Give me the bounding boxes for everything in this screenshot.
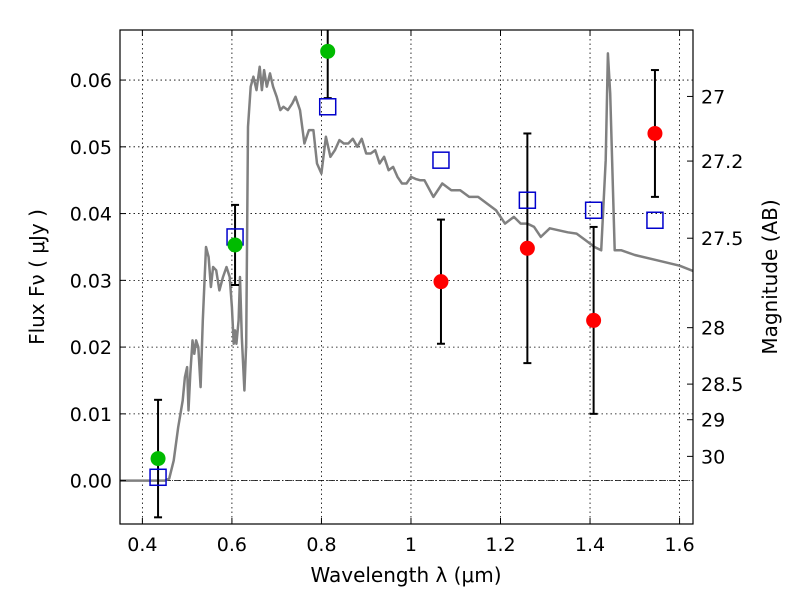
model-band-flux-marker bbox=[432, 151, 450, 169]
model-band-flux-marker bbox=[149, 468, 167, 487]
y-tick-label: 0.03 bbox=[70, 270, 112, 292]
x-tick-label: 1.4 bbox=[575, 534, 605, 556]
plot-area bbox=[120, 30, 693, 519]
magnitude-tick-label: 27.2 bbox=[701, 151, 743, 173]
detection-point bbox=[647, 125, 663, 141]
y-tick-label: 0.05 bbox=[70, 137, 112, 159]
magnitude-tick-label: 29 bbox=[701, 410, 725, 432]
y-tick-label: 0.01 bbox=[70, 404, 112, 426]
magnitude-tick-label: 28 bbox=[701, 318, 725, 340]
x-tick-label: 0.6 bbox=[217, 534, 247, 556]
x-tick-label: 1.2 bbox=[485, 534, 515, 556]
model-band-flux-marker bbox=[584, 201, 603, 219]
magnitude-tick-label: 27.5 bbox=[701, 228, 743, 250]
x-tick-label: 0.4 bbox=[127, 534, 157, 556]
upper-limit-point bbox=[150, 451, 166, 467]
x-tick-label: 1.6 bbox=[664, 534, 694, 556]
upper-limit-point bbox=[320, 43, 336, 59]
x-axis-title: Wavelength λ (μm) bbox=[310, 563, 501, 587]
x-tick-label: 1 bbox=[405, 534, 417, 556]
y-tick-label: 0.04 bbox=[70, 204, 112, 226]
magnitude-tick-label: 27 bbox=[701, 86, 725, 108]
y-axis-title: Flux Fν ( μJy ) bbox=[25, 209, 49, 345]
detection-point bbox=[586, 312, 602, 328]
model-band-flux-marker bbox=[518, 191, 537, 209]
x-tick-label: 0.8 bbox=[306, 534, 336, 556]
y-tick-label: 0.06 bbox=[70, 70, 112, 92]
y-tick-label: 0.00 bbox=[70, 471, 112, 493]
detection-point bbox=[519, 240, 535, 256]
magnitude-tick-label: 30 bbox=[701, 446, 725, 468]
upper-limit-point bbox=[227, 237, 243, 253]
model-band-flux-marker bbox=[646, 211, 664, 230]
right-axis-title: Magnitude (AB) bbox=[758, 199, 782, 354]
model-band-flux-marker bbox=[318, 98, 337, 116]
plot-frame bbox=[119, 29, 694, 525]
grid-lines bbox=[120, 30, 693, 524]
magnitude-tick-label: 28.5 bbox=[701, 374, 743, 396]
y-tick-label: 0.02 bbox=[70, 337, 112, 359]
detection-point bbox=[433, 274, 449, 290]
axes: 0.4 0.6 0.8 1 1.2 1.4 1.6 0.00 0.01 0.02 0.03 0.04 0… bbox=[70, 30, 743, 556]
